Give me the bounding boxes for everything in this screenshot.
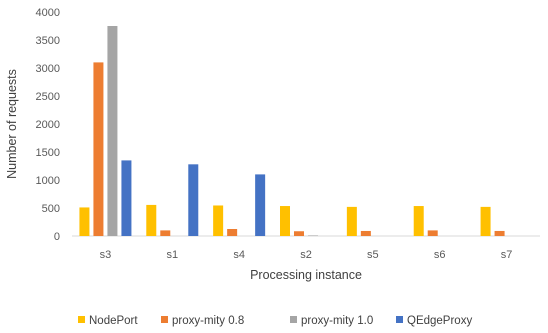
bar <box>294 231 304 236</box>
bar <box>213 205 224 236</box>
bar <box>160 230 171 236</box>
x-tick-label: s1 <box>166 249 178 261</box>
legend-label: QEdgeProxy <box>407 315 472 327</box>
legend-swatch <box>161 316 168 323</box>
bar <box>79 207 90 236</box>
bar <box>494 230 505 236</box>
bar <box>188 164 199 236</box>
bars <box>79 26 505 237</box>
y-tick-label: 500 <box>42 203 60 215</box>
y-tick-label: 3500 <box>36 35 60 47</box>
legend-swatch <box>396 316 403 323</box>
legend-swatch <box>78 316 85 323</box>
y-axis-title: Number of requests <box>5 69 19 179</box>
bar <box>255 174 266 236</box>
bar <box>280 206 290 236</box>
legend-label: proxy-mity 1.0 <box>301 315 373 327</box>
bar <box>107 26 118 236</box>
x-axis-ticks: s3 s1 s4 s2 s5 s6 s7 <box>100 249 513 261</box>
bar <box>146 204 157 236</box>
x-tick-label: s7 <box>501 249 513 261</box>
y-axis-ticks: 0 500 1000 1500 2000 2500 3000 3500 4000 <box>36 7 60 243</box>
y-tick-label: 2000 <box>36 119 60 131</box>
y-tick-label: 3000 <box>36 63 60 75</box>
legend: NodePort proxy-mity 0.8 proxy-mity 1.0 QEdg… <box>78 315 472 327</box>
bar <box>413 206 424 236</box>
x-tick-label: s6 <box>434 249 446 261</box>
y-tick-label: 1500 <box>36 147 60 159</box>
y-tick-label: 2500 <box>36 91 60 103</box>
bar <box>360 230 371 236</box>
bar <box>480 206 491 236</box>
y-tick-label: 0 <box>54 231 60 243</box>
legend-label: NodePort <box>89 315 138 327</box>
bar <box>121 160 132 236</box>
bar <box>427 230 438 236</box>
bar <box>93 62 104 237</box>
x-axis-title: Processing instance <box>250 268 362 282</box>
bar <box>308 235 318 236</box>
x-tick-label: s5 <box>367 249 379 261</box>
bar <box>346 206 357 236</box>
y-tick-label: 1000 <box>36 175 60 187</box>
y-tick-label: 4000 <box>36 7 60 19</box>
legend-swatch <box>290 316 297 323</box>
legend-label: proxy-mity 0.8 <box>172 315 244 327</box>
x-tick-label: s4 <box>233 249 245 261</box>
x-tick-label: s3 <box>100 249 112 261</box>
x-tick-label: s2 <box>300 249 312 261</box>
bar <box>227 229 238 236</box>
